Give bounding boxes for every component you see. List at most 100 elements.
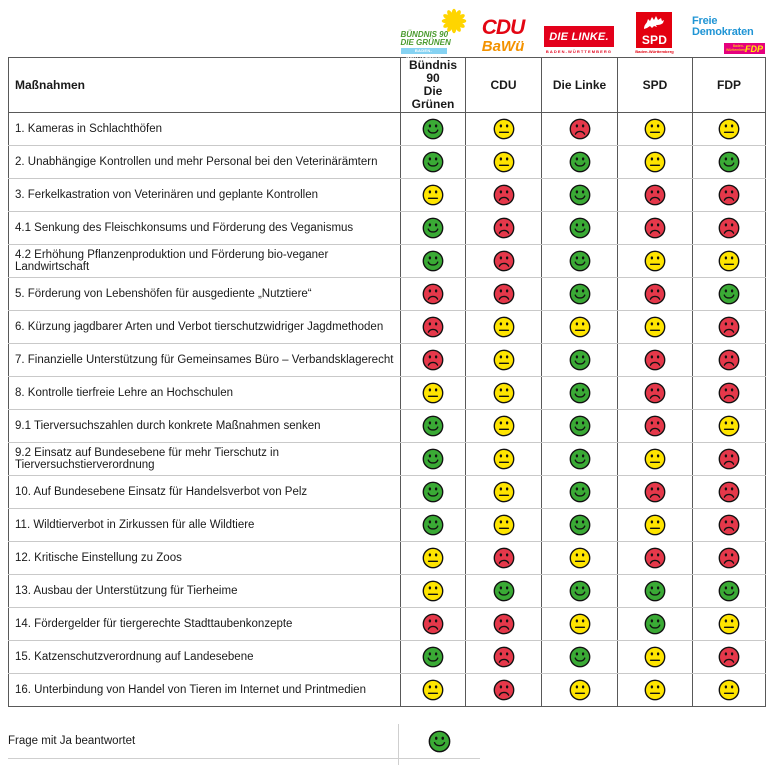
rating-cell-cdu	[465, 475, 542, 509]
rating-cell-cdu	[465, 211, 542, 245]
rating-cell-gruene	[400, 574, 466, 608]
partial-smiley-icon	[493, 316, 514, 338]
table-row: 6. Kürzung jagdbarer Arten und Verbot ti…	[8, 310, 766, 344]
yes-smiley-icon	[493, 580, 514, 602]
partial-smiley-icon	[718, 613, 740, 635]
rating-cell-gruene	[400, 277, 466, 311]
partial-smiley-icon	[718, 118, 740, 140]
rating-cell-fdp	[692, 376, 766, 410]
legend-row-yes: Frage mit Ja beantwortet	[8, 724, 480, 759]
rating-cell-linke	[541, 277, 618, 311]
table-row: 11. Wildtierverbot in Zirkussen für alle…	[8, 508, 766, 542]
table-row: 15. Katzenschutzverordnung auf Landesebe…	[8, 640, 766, 674]
yes-smiley-icon	[422, 448, 444, 470]
yes-smiley-icon	[422, 250, 444, 272]
legend-partial-smiley	[398, 759, 480, 765]
measure-label: 11. Wildtierverbot in Zirkussen für alle…	[8, 508, 401, 542]
rating-cell-linke	[541, 409, 618, 443]
rating-cell-fdp	[692, 112, 766, 146]
no-smiley-icon	[422, 283, 444, 305]
partial-smiley-icon	[493, 118, 514, 140]
rating-cell-linke	[541, 376, 618, 410]
table-row: 16. Unterbindung von Handel von Tieren i…	[8, 673, 766, 707]
rating-cell-spd	[617, 178, 693, 212]
rating-cell-fdp	[692, 211, 766, 245]
gruene-logo-text: BÜNDNIS 90 DIE GRÜNEN	[400, 30, 451, 47]
table-row: 1. Kameras in Schlachthöfen	[8, 112, 766, 146]
gruene-logo-subtext: BADEN-WÜRTTEMBERG	[400, 48, 447, 59]
no-smiley-icon	[718, 217, 740, 239]
rating-cell-spd	[617, 244, 693, 278]
rating-cell-fdp	[692, 508, 766, 542]
rating-cell-linke	[541, 508, 618, 542]
rating-cell-gruene	[400, 343, 466, 377]
partial-smiley-icon	[422, 184, 444, 206]
rating-cell-spd	[617, 211, 693, 245]
no-smiley-icon	[493, 250, 514, 272]
rating-cell-spd	[617, 310, 693, 344]
bw-lion-icon	[641, 14, 667, 35]
no-smiley-icon	[493, 217, 514, 239]
rating-cell-spd	[617, 607, 693, 641]
no-smiley-icon	[718, 646, 740, 668]
yes-smiley-icon	[569, 415, 590, 437]
yes-smiley-icon	[422, 217, 444, 239]
partial-smiley-icon	[569, 613, 590, 635]
rating-cell-gruene	[400, 178, 466, 212]
rating-cell-linke	[541, 211, 618, 245]
no-smiley-icon	[422, 316, 444, 338]
table-row: 10. Auf Bundesebene Einsatz für Handelsv…	[8, 475, 766, 509]
yes-smiley-icon	[718, 580, 740, 602]
rating-cell-linke	[541, 475, 618, 509]
measure-label: 7. Finanzielle Unterstützung für Gemeins…	[8, 343, 401, 377]
rating-cell-cdu	[465, 574, 542, 608]
partial-smiley-icon	[644, 151, 666, 173]
no-smiley-icon	[718, 448, 740, 470]
no-smiley-icon	[718, 382, 740, 404]
yes-smiley-icon	[569, 151, 590, 173]
rating-cell-spd	[617, 475, 693, 509]
table-row: 9.1 Tierversuchszahlen durch konkrete Ma…	[8, 409, 766, 443]
rating-cell-fdp	[692, 310, 766, 344]
rating-cell-gruene	[400, 541, 466, 575]
rating-cell-gruene	[400, 673, 466, 707]
partial-smiley-icon	[718, 679, 740, 701]
rating-cell-fdp	[692, 409, 766, 443]
rating-cell-spd	[617, 442, 693, 476]
table-row: 13. Ausbau der Unterstützung für Tierhei…	[8, 574, 766, 608]
rating-cell-gruene	[400, 310, 466, 344]
table-row: 5. Förderung von Lebenshöfen für ausgedi…	[8, 277, 766, 311]
measure-label: 10. Auf Bundesebene Einsatz für Handelsv…	[8, 475, 401, 509]
yes-smiley-icon	[569, 514, 590, 536]
rating-cell-cdu	[465, 640, 542, 674]
comparison-table: Maßnahmen Bündnis 90 Die Grünen CDU Die …	[8, 57, 766, 707]
rating-cell-cdu	[465, 607, 542, 641]
partial-smiley-icon	[422, 580, 444, 602]
partial-smiley-icon	[422, 547, 444, 569]
measure-label: 2. Unabhängige Kontrollen und mehr Perso…	[8, 145, 401, 179]
partial-smiley-icon	[493, 382, 514, 404]
no-smiley-icon	[718, 349, 740, 371]
rating-cell-fdp	[692, 475, 766, 509]
cdu-logo: CDU BaWü	[482, 17, 525, 54]
partial-smiley-icon	[718, 415, 740, 437]
rating-cell-linke	[541, 343, 618, 377]
partial-smiley-icon	[493, 415, 514, 437]
spd-logo: SPD Baden-Württemberg	[635, 12, 674, 54]
no-smiley-icon	[644, 415, 666, 437]
rating-cell-cdu	[465, 541, 542, 575]
rating-cell-spd	[617, 376, 693, 410]
yes-smiley-icon	[569, 580, 590, 602]
rating-cell-linke	[541, 178, 618, 212]
measures-column-header: Maßnahmen	[8, 57, 401, 113]
no-smiley-icon	[644, 217, 666, 239]
legend-row-partial: Frage nicht in vollem Umfang mit Ja bzw.…	[8, 759, 480, 765]
rating-cell-spd	[617, 541, 693, 575]
rating-cell-fdp	[692, 277, 766, 311]
yes-smiley-icon	[569, 481, 590, 503]
table-row: 3. Ferkelkastration von Veterinären und …	[8, 178, 766, 212]
fdp-logo: Freie Demokraten Baden-Württemberg FDP	[692, 16, 765, 54]
spd-logo-text: SPD	[641, 33, 668, 47]
rating-cell-linke	[541, 244, 618, 278]
